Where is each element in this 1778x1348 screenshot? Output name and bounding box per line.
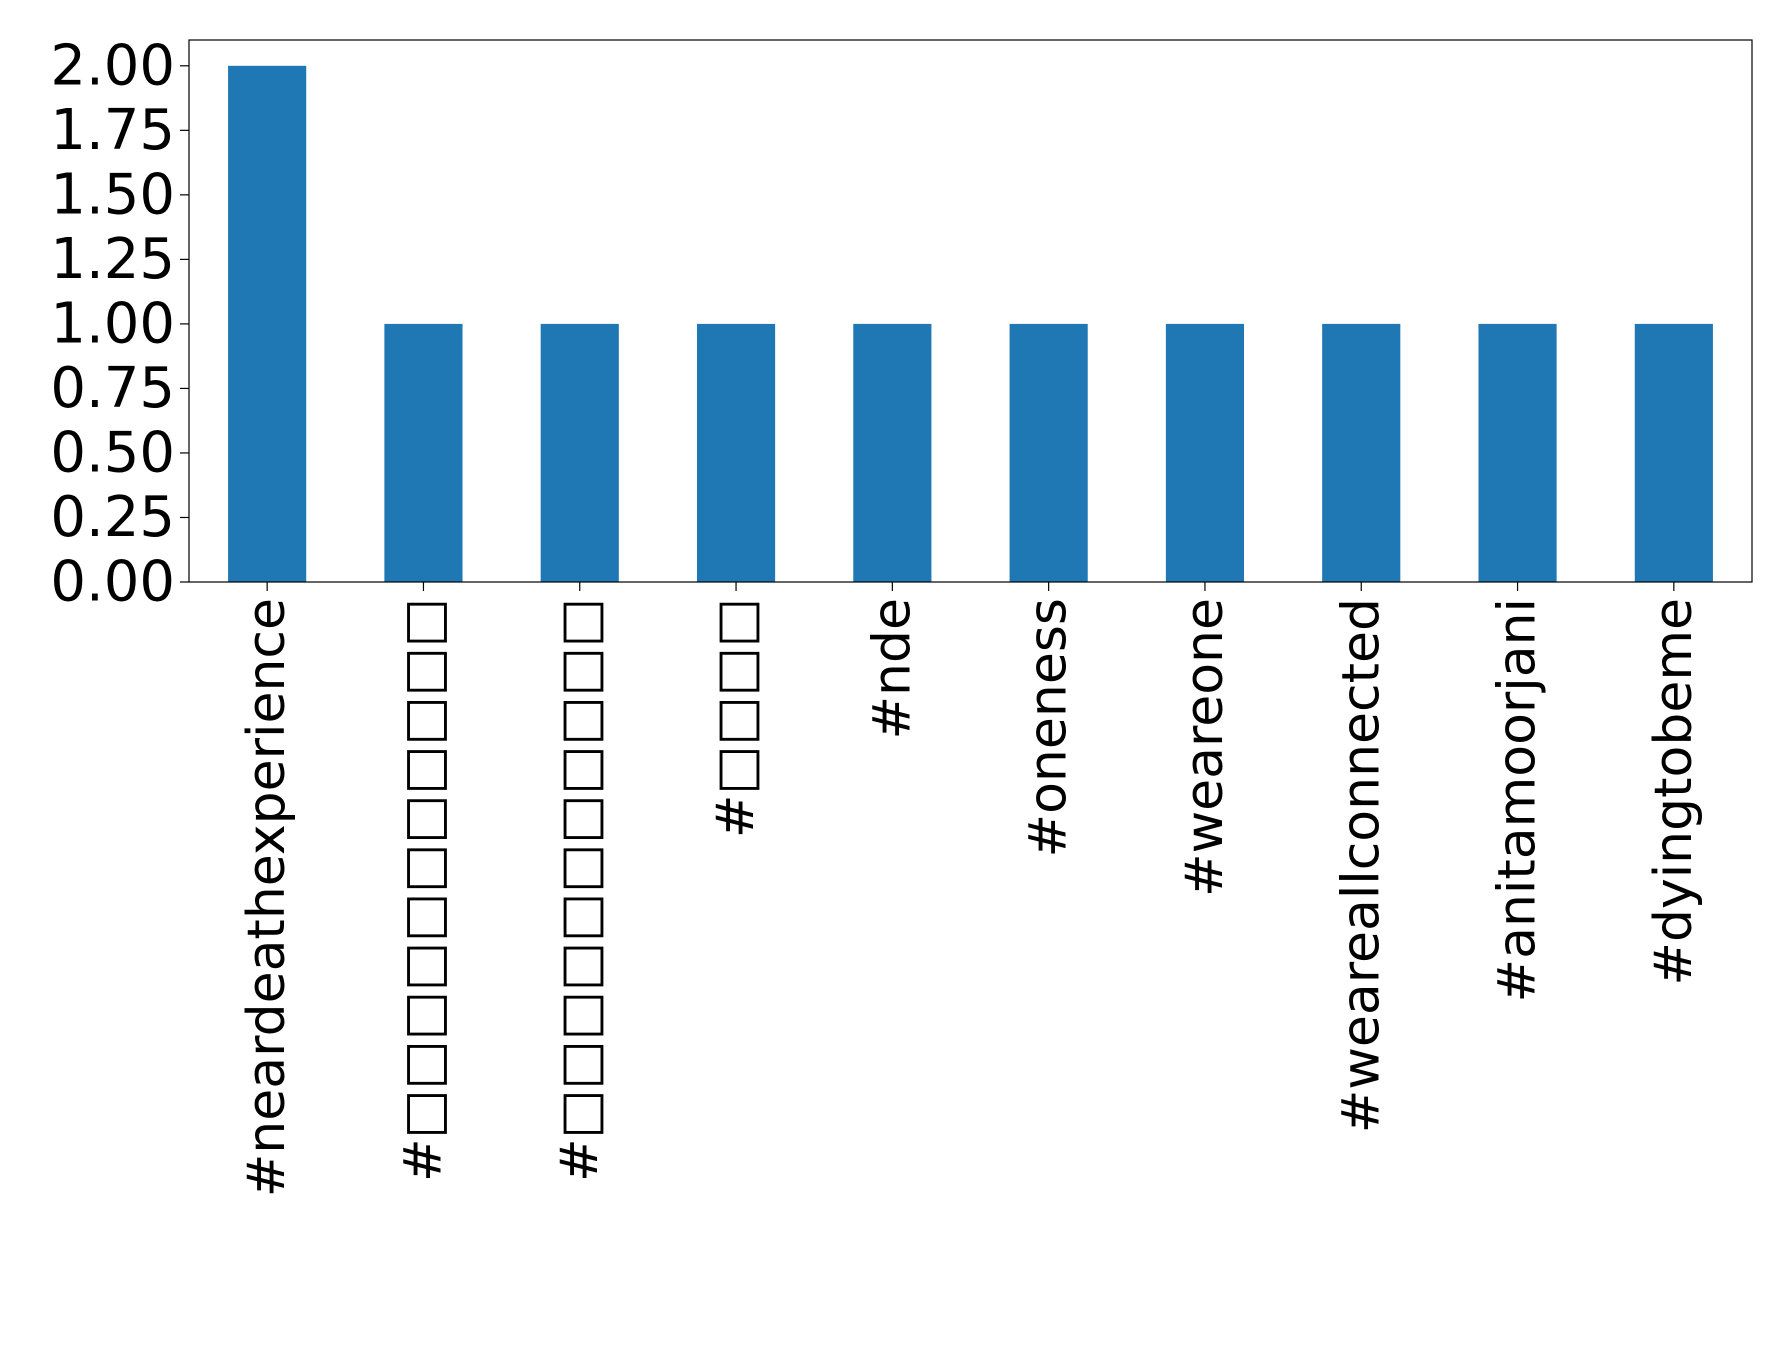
x-tick-label: #oneness <box>1019 598 1079 857</box>
y-axis-ticks: 0.000.250.500.751.001.251.501.752.00 <box>50 33 189 615</box>
y-tick-label: 0.25 <box>50 485 175 550</box>
y-tick-label: 1.00 <box>50 291 175 356</box>
bar <box>1634 323 1713 582</box>
x-tick-label: #□□□□ <box>706 598 766 838</box>
x-axis-ticks: #neardeathexperience #□□□□□□□□□□□ #□□□□□□□… <box>237 582 1704 1197</box>
y-tick-label: 0.75 <box>50 356 175 421</box>
x-tick-label: #anitamoorjani <box>1488 598 1548 1002</box>
bar <box>853 323 932 582</box>
x-tick-label: #weareone <box>1175 598 1235 897</box>
bar <box>1165 323 1245 582</box>
y-tick-label: 0.50 <box>50 420 175 485</box>
bar <box>540 323 619 582</box>
plot-frame <box>188 39 1753 583</box>
x-tick-label: #dyingtobeme <box>1644 598 1704 986</box>
bar <box>1478 323 1557 582</box>
bars-group <box>228 65 1713 583</box>
y-tick-label: 1.75 <box>50 98 175 163</box>
bar <box>1009 323 1088 582</box>
y-tick-label: 1.50 <box>50 162 175 227</box>
y-tick-label: 2.00 <box>50 33 175 98</box>
x-tick-label: #weareallconnected <box>1331 598 1391 1133</box>
y-tick-label: 1.25 <box>50 227 175 292</box>
bar <box>228 65 307 583</box>
x-tick-label: #□□□□□□□□□□□ <box>393 598 453 1182</box>
bar <box>384 323 463 582</box>
x-tick-label: #neardeathexperience <box>237 598 297 1197</box>
bar <box>696 323 776 582</box>
bar <box>1322 323 1401 582</box>
y-tick-label: 0.00 <box>50 550 175 615</box>
x-tick-label: #□□□□□□□□□□□ <box>550 598 610 1182</box>
x-tick-label: #nde <box>862 598 922 740</box>
